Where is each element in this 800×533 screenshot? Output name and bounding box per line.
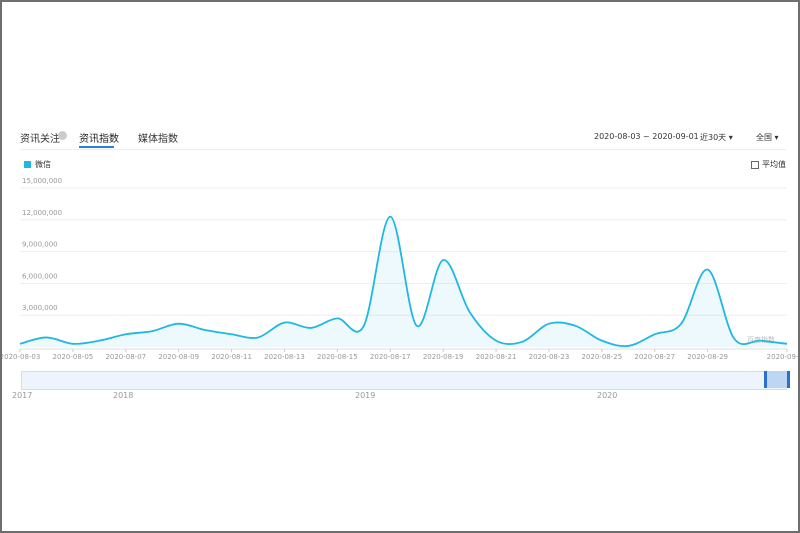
tab-underline [79, 146, 114, 148]
legend-swatch [24, 161, 31, 168]
x-tick-label: 2020-08-05 [53, 353, 94, 361]
y-tick-label: 3,000,000 [22, 304, 58, 312]
y-tick-label: 12,000,000 [22, 209, 62, 217]
date-range[interactable]: 2020-08-03 ~ 2020-09-01 [594, 132, 699, 141]
average-label[interactable]: 平均值 [762, 160, 786, 169]
x-tick-label: 2020-08-21 [476, 353, 517, 361]
period: 近30天 [700, 133, 727, 142]
y-tick-label: 15,000,000 [22, 177, 62, 185]
year-label: 2020 [597, 391, 618, 400]
x-tick-label: 2020-08-09 [158, 353, 199, 361]
year-label: 2018 [113, 391, 134, 400]
x-tick-label: 2020-08-13 [264, 353, 305, 361]
period-select[interactable]: 近30天 ▾ [700, 133, 733, 142]
x-tick-label: 2020-08-17 [370, 353, 411, 361]
tab[interactable]: 资讯关注 [20, 134, 60, 145]
tab[interactable]: 媒体指数 [138, 134, 178, 145]
checkbox[interactable] [751, 161, 759, 169]
area-fill [20, 216, 787, 347]
y-tick-label: 6,000,000 [22, 272, 58, 280]
tab-active[interactable]: 资讯指数 [79, 134, 119, 145]
x-tick-label: 2020-08-25 [582, 353, 623, 361]
timeline-handle[interactable] [764, 371, 790, 388]
y-tick-label: 9,000,000 [22, 241, 58, 249]
x-tick-label: 2020-08-29 [687, 353, 728, 361]
line [19, 215, 788, 348]
x-tick-label: 2020-08-15 [317, 353, 358, 361]
help-icon[interactable] [58, 131, 67, 140]
x-tick-label: 2020-08-11 [211, 353, 252, 361]
x-tick-label: 2020-08-23 [529, 353, 570, 361]
x-tick-label: 2020-08-03 [2, 353, 40, 361]
x-tick-label: 2020-09-01 [767, 353, 798, 361]
legend-label[interactable]: 微信 [35, 160, 51, 169]
divider [20, 149, 786, 150]
year-label: 2017 [12, 391, 33, 400]
x-tick-label: 2020-08-27 [634, 353, 675, 361]
timeline[interactable] [21, 371, 787, 390]
region: 全国 [756, 133, 772, 142]
year-label: 2019 [355, 391, 376, 400]
region-select[interactable]: 全国 ▾ [756, 133, 779, 142]
x-tick-label: 2020-08-19 [423, 353, 464, 361]
x-tick-label: 2020-08-07 [105, 353, 146, 361]
